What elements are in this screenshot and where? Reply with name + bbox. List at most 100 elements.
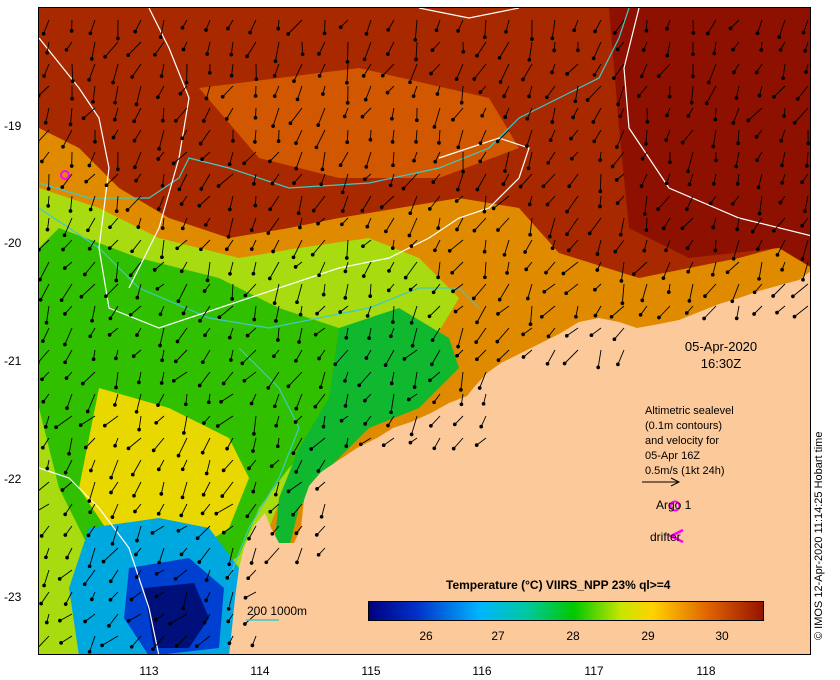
velocity-arrow <box>158 129 165 149</box>
velocity-arrow-head <box>456 344 460 349</box>
velocity-arrow-head <box>639 74 644 79</box>
velocity-arrow-head <box>171 161 176 166</box>
velocity-arrow <box>708 63 717 83</box>
velocity-arrow <box>292 503 303 515</box>
velocity-arrow-head <box>311 208 316 213</box>
velocity-arrow <box>45 107 50 123</box>
velocity-arrow <box>275 41 280 62</box>
velocity-arrow-head <box>114 278 119 283</box>
velocity-arrow-head <box>661 226 666 231</box>
sealevel-contour-1 <box>39 37 530 329</box>
velocity-arrow-head <box>565 72 570 76</box>
velocity-arrow-head <box>478 90 483 95</box>
velocity-arrow-head <box>59 641 63 645</box>
velocity-arrow-head <box>338 25 343 30</box>
velocity-arrow-head <box>389 410 393 415</box>
velocity-arrow <box>114 107 119 120</box>
velocity-arrow-head <box>182 431 186 435</box>
velocity-arrow <box>505 19 510 32</box>
argo-float-marker[interactable] <box>60 170 70 180</box>
velocity-arrow-head <box>429 423 433 428</box>
velocity-arrow-head <box>480 113 485 118</box>
velocity-arrow-head <box>161 118 165 123</box>
velocity-arrow-head <box>214 511 219 516</box>
velocity-arrow-head <box>340 209 345 213</box>
velocity-arrow-head <box>564 291 569 296</box>
velocity-arrow-head <box>434 28 439 33</box>
velocity-arrow <box>55 415 73 428</box>
velocity-arrow <box>133 107 142 122</box>
velocity-arrow <box>497 305 510 315</box>
velocity-arrow <box>431 349 441 365</box>
velocity-arrow-head <box>805 164 809 168</box>
velocity-arrow-head <box>79 294 84 299</box>
velocity-arrow-head <box>300 52 305 57</box>
velocity-arrow-head <box>595 252 600 256</box>
velocity-arrow-head <box>205 52 210 56</box>
velocity-arrow-head <box>759 48 764 52</box>
velocity-arrow <box>310 437 326 450</box>
velocity-arrow <box>682 129 694 143</box>
velocity-arrow-head <box>242 378 247 383</box>
velocity-arrow-head <box>126 446 131 451</box>
velocity-arrow <box>403 173 418 189</box>
velocity-arrow <box>287 19 303 35</box>
velocity-arrow-head <box>113 403 117 407</box>
velocity-arrow-head <box>609 314 614 319</box>
velocity-arrow <box>288 371 303 387</box>
velocity-arrow-head <box>274 423 279 428</box>
velocity-arrow-head <box>249 247 254 251</box>
velocity-arrow <box>253 415 257 434</box>
velocity-arrow-head <box>135 295 140 300</box>
velocity-arrow <box>735 85 740 99</box>
velocity-arrow-head <box>386 27 391 32</box>
velocity-arrow-head <box>63 602 68 606</box>
velocity-arrow-head <box>317 356 321 361</box>
velocity-arrow <box>360 437 372 445</box>
velocity-arrow-head <box>154 594 159 599</box>
velocity-arrow-head <box>340 222 344 227</box>
velocity-arrow-head <box>755 158 759 162</box>
velocity-arrow <box>383 437 395 446</box>
velocity-arrow-head <box>137 427 141 432</box>
velocity-arrow-head <box>479 424 484 429</box>
velocity-scale-arrowhead <box>670 477 681 487</box>
velocity-arrow-head <box>271 124 275 128</box>
velocity-arrow-head <box>454 77 459 81</box>
velocity-arrow <box>457 327 464 347</box>
velocity-arrow-head <box>596 365 601 370</box>
velocity-arrow-head <box>204 578 209 582</box>
velocity-arrow <box>251 217 257 231</box>
velocity-arrow-head <box>795 97 800 101</box>
velocity-arrow-head <box>780 267 784 272</box>
mid-warm-patch <box>199 68 519 178</box>
velocity-arrow <box>778 19 786 38</box>
velocity-arrow <box>70 107 73 125</box>
velocity-arrow <box>408 217 418 236</box>
velocity-arrow <box>363 261 372 277</box>
velocity-arrow-head <box>266 231 271 235</box>
velocity-arrow <box>62 239 73 250</box>
sst-map[interactable] <box>38 7 811 655</box>
velocity-arrow <box>613 63 625 79</box>
lat-tick: -22 <box>4 472 22 486</box>
velocity-arrow-head <box>711 225 716 230</box>
velocity-arrow-head <box>686 114 691 118</box>
velocity-arrow <box>249 19 257 33</box>
velocity-arrow-head <box>177 187 182 192</box>
velocity-arrow-head <box>363 177 367 182</box>
velocity-arrow <box>387 415 395 426</box>
bathymetry-contour-1000m <box>39 8 630 199</box>
velocity-arrow-head <box>613 31 617 35</box>
velocity-arrow-head <box>314 145 319 150</box>
velocity-arrow-head <box>620 301 625 306</box>
velocity-arrow-head <box>569 156 574 161</box>
velocity-arrow <box>265 547 280 563</box>
velocity-arrow-head <box>451 289 455 294</box>
velocity-arrow-head <box>130 249 134 254</box>
velocity-arrow <box>457 129 464 148</box>
velocity-arrow-head <box>102 423 107 428</box>
velocity-arrow <box>160 481 165 494</box>
velocity-arrow <box>595 305 602 316</box>
velocity-arrow <box>737 129 740 144</box>
